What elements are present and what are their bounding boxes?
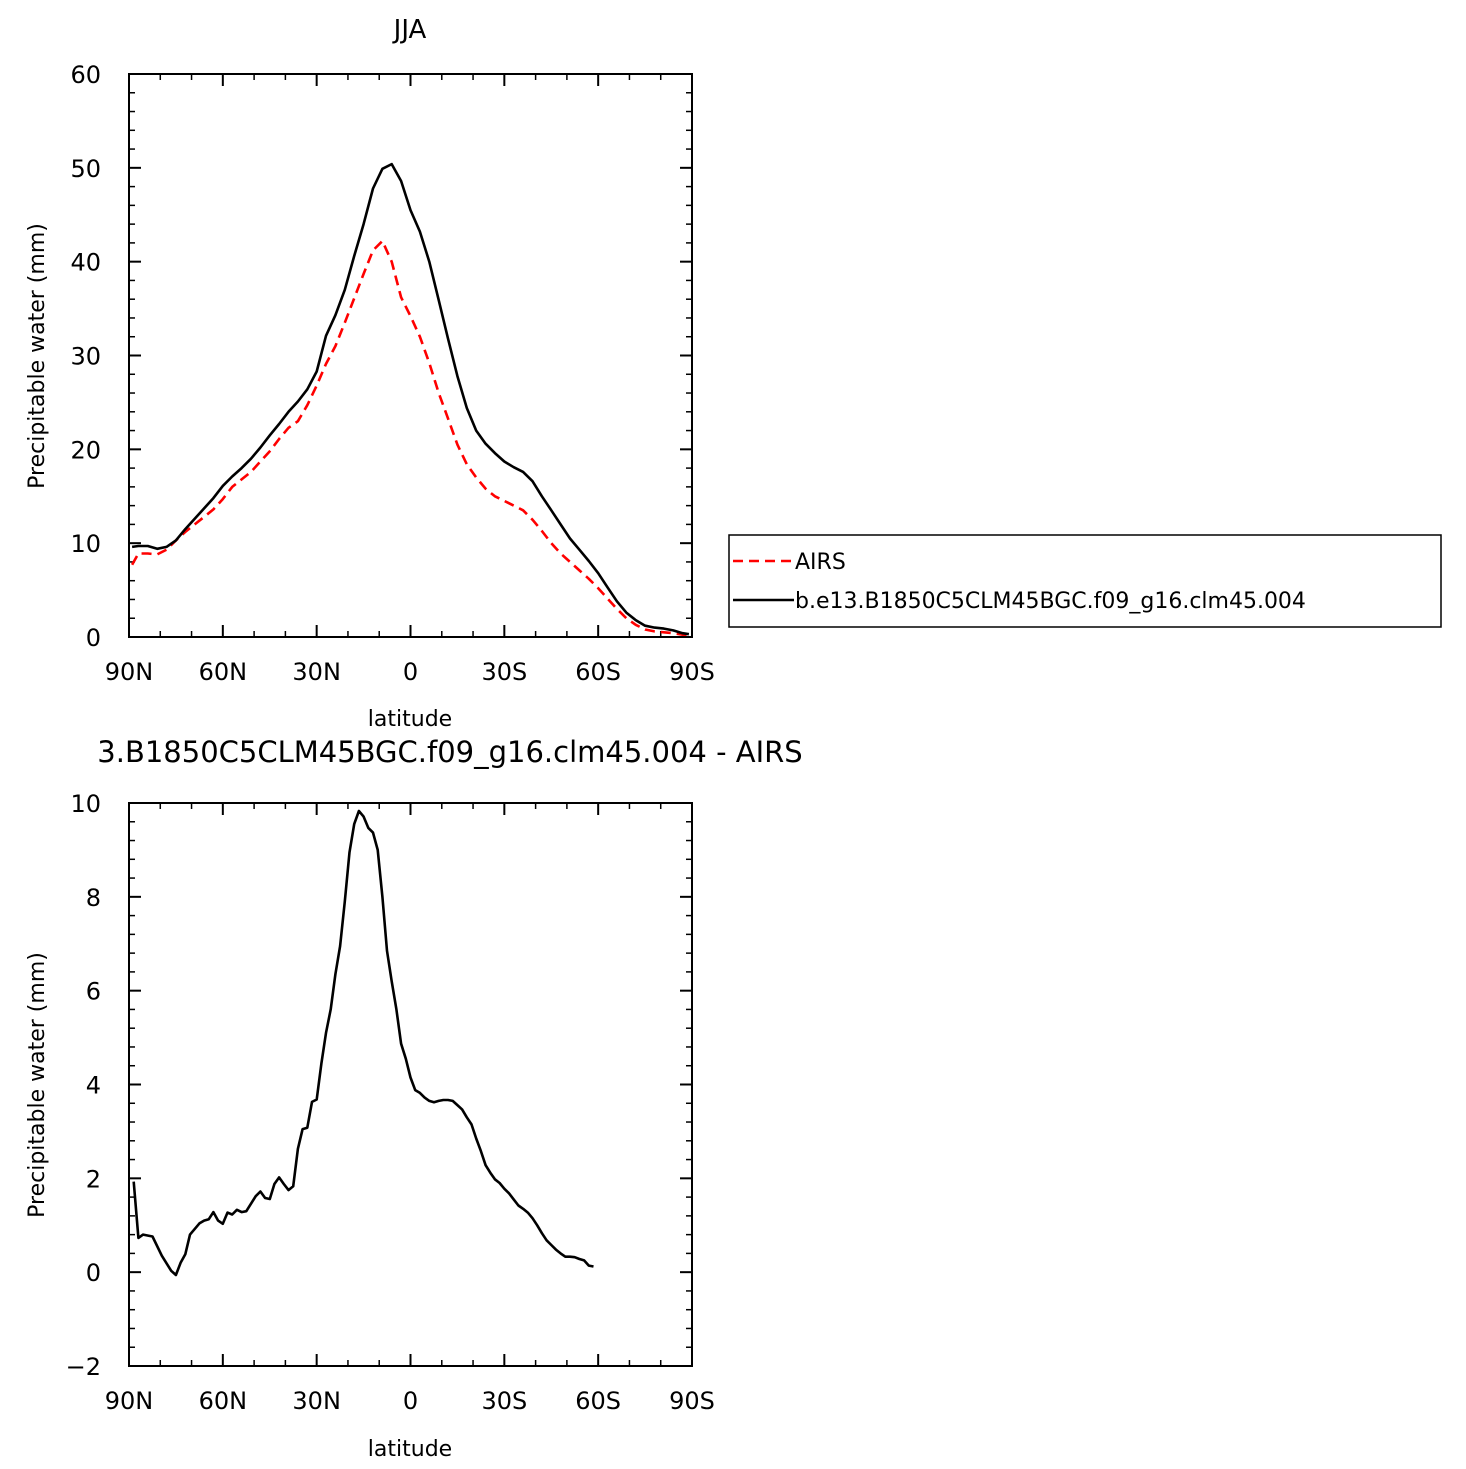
- y-tick-label: 6: [86, 978, 101, 1006]
- x-tick-label: 0: [403, 658, 418, 686]
- series-line-difference: [132, 809, 594, 1277]
- y-tick-label: 20: [70, 436, 101, 464]
- bottom-series-lines: [132, 809, 594, 1277]
- x-tick-label: 60N: [199, 658, 248, 686]
- top-plot-frame: [128, 73, 693, 638]
- bottom-x-axis-label: latitude: [368, 1437, 452, 1462]
- x-tick-label: 90S: [669, 1387, 715, 1415]
- x-tick-label: 30N: [292, 1387, 341, 1415]
- y-tick-label: 4: [86, 1072, 101, 1100]
- x-tick-label: 30N: [292, 658, 341, 686]
- bottom-panel: 3.B1850C5CLM45BGC.f09_g16.clm45.004 - AI…: [25, 735, 803, 1462]
- top-series-lines: [130, 162, 690, 637]
- x-tick-label: 0: [403, 1387, 418, 1415]
- top-panel: JJA latitude Precipitable water (mm) 90N…: [25, 15, 715, 732]
- y-tick-label: 0: [86, 624, 101, 652]
- legend-label-airs: AIRS: [795, 550, 846, 575]
- top-y-axis-label: Precipitable water (mm): [25, 223, 50, 489]
- x-tick-label: 30S: [481, 1387, 527, 1415]
- y-tick-label: 60: [70, 61, 101, 89]
- y-tick-label: 0: [86, 1259, 101, 1287]
- series-line-b-e13-b1850c5clm45bgc-f09-g16-clm45-004: [131, 162, 690, 636]
- top-axis-ticks: 90N 60N 30N 0 30S 60S 90S 0 10 20 30 40 50 60: [70, 61, 714, 686]
- bottom-chart-title: 3.B1850C5CLM45BGC.f09_g16.clm45.004 - AI…: [97, 735, 802, 769]
- y-tick-label: 10: [70, 530, 101, 558]
- y-tick-label: 2: [86, 1165, 101, 1193]
- x-tick-label: 30S: [481, 658, 527, 686]
- top-chart-title: JJA: [392, 15, 427, 45]
- y-tick-label: 10: [70, 790, 101, 818]
- y-tick-label: 40: [70, 249, 101, 277]
- y-tick-label: −2: [66, 1353, 101, 1381]
- y-tick-label: 8: [86, 884, 101, 912]
- top-x-axis-label: latitude: [368, 707, 452, 732]
- x-tick-label: 60S: [575, 1387, 621, 1415]
- legend-label-model: b.e13.B1850C5CLM45BGC.f09_g16.clm45.004: [795, 589, 1306, 614]
- legend: AIRS b.e13.B1850C5CLM45BGC.f09_g16.clm45…: [728, 534, 1442, 628]
- y-tick-label: 30: [70, 343, 101, 371]
- series-line-airs: [130, 239, 689, 637]
- x-tick-label: 60N: [199, 1387, 248, 1415]
- x-tick-label: 90N: [105, 658, 154, 686]
- x-tick-label: 60S: [575, 658, 621, 686]
- y-tick-label: 50: [70, 155, 101, 183]
- bottom-axis-ticks: 90N 60N 30N 0 30S 60S 90S −2 0 2 4 6 8 10: [66, 790, 715, 1415]
- legend-box: [728, 534, 1442, 628]
- bottom-y-axis-label: Precipitable water (mm): [25, 952, 50, 1218]
- x-tick-label: 90N: [105, 1387, 154, 1415]
- bottom-plot-frame: [128, 802, 693, 1367]
- x-tick-label: 90S: [669, 658, 715, 686]
